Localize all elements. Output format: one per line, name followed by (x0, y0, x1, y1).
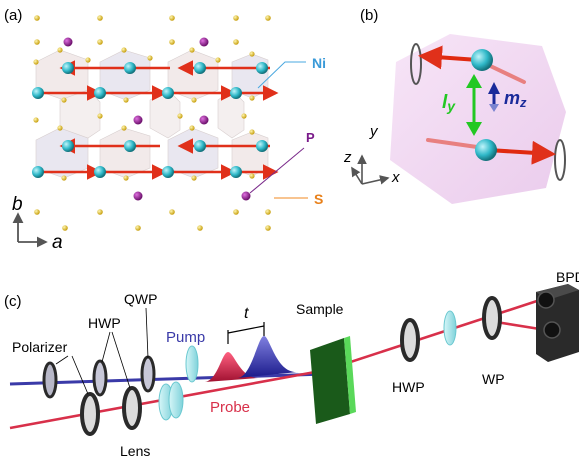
hexagonal-plane (390, 34, 566, 204)
spin-arrow-top (418, 45, 479, 70)
label-pump: Pump (166, 329, 205, 346)
panel-a: (a) (4, 7, 326, 253)
sample-edge (344, 336, 356, 414)
label-bpd: BPD (556, 269, 579, 285)
label-polarizer: Polarizer (12, 339, 68, 355)
qwp-optic (140, 355, 156, 393)
panel-c: (c) t (4, 269, 579, 459)
hwp-pump-optic (92, 359, 108, 397)
axis-label-z: z (343, 149, 352, 166)
pump-beam (9, 372, 327, 386)
axes-xyz: y z x (343, 123, 400, 186)
spin-ball-top (471, 49, 493, 71)
axis-label-y: y (369, 123, 379, 140)
wp-optic (482, 296, 502, 340)
label-qwp: QWP (124, 291, 157, 307)
axis-label-a: a (52, 232, 63, 253)
label-probe: Probe (210, 399, 250, 416)
phosphorus-atoms-outer (63, 37, 209, 201)
ni-leader-line (257, 61, 306, 89)
qwp-leader (145, 307, 149, 359)
label-delay-t: t (244, 305, 249, 322)
sample-plate (310, 338, 350, 424)
hwp-leader-2 (111, 331, 131, 389)
phosphorus-atoms-inner (199, 115, 251, 201)
polarizer-leader-2 (71, 355, 89, 395)
label-hwp-right: HWP (392, 379, 425, 395)
delay-bracket (227, 322, 265, 344)
polarizer-probe-optic (80, 392, 100, 436)
ni-row-4 (32, 164, 279, 180)
spin-ball-bottom (475, 139, 497, 161)
hwp-leader (101, 331, 111, 363)
ni-row-2 (32, 85, 279, 101)
hwp-probe-optic (122, 386, 142, 430)
polarizer-optic (42, 361, 58, 399)
panel-b: (b) ly mz y z (343, 7, 566, 204)
axis-label-x: x (391, 169, 400, 186)
bpd-detector (536, 284, 579, 362)
label-ly: ly (442, 92, 456, 114)
label-wp: WP (482, 371, 505, 387)
p-leader-line (249, 147, 305, 194)
spin-arrow-bottom (487, 140, 556, 165)
probe-beam-out (325, 298, 541, 372)
ni-row-1 (59, 60, 270, 76)
axis-label-b: b (12, 194, 23, 215)
sulfur-atoms-outer (34, 15, 271, 231)
label-ni: Ni (312, 55, 326, 71)
sulfur-atoms-inner (33, 47, 255, 181)
pump-pulse (238, 336, 298, 378)
label-p: P (306, 130, 315, 145)
polarizer-leader (55, 355, 69, 365)
precession-ring-bottom (554, 139, 566, 181)
panel-c-tag: (c) (4, 293, 22, 310)
panel-a-tag: (a) (4, 7, 22, 24)
ly-double-arrow (466, 74, 482, 136)
spin-rod-bottom (426, 138, 486, 150)
axes-a-b: b a (12, 194, 63, 253)
panel-b-tag: (b) (360, 7, 378, 24)
ni-row-3 (59, 138, 270, 154)
pump-lens (185, 345, 199, 383)
label-s: S (314, 191, 323, 207)
label-lens: Lens (120, 443, 150, 459)
label-hwp-left: HWP (88, 315, 121, 331)
label-sample: Sample (296, 301, 344, 317)
mz-arrow (488, 82, 500, 112)
hwp-right-optic (400, 318, 420, 362)
lens-glass-2 (168, 381, 184, 419)
right-glass (443, 310, 457, 346)
label-mz: mz (504, 88, 527, 110)
